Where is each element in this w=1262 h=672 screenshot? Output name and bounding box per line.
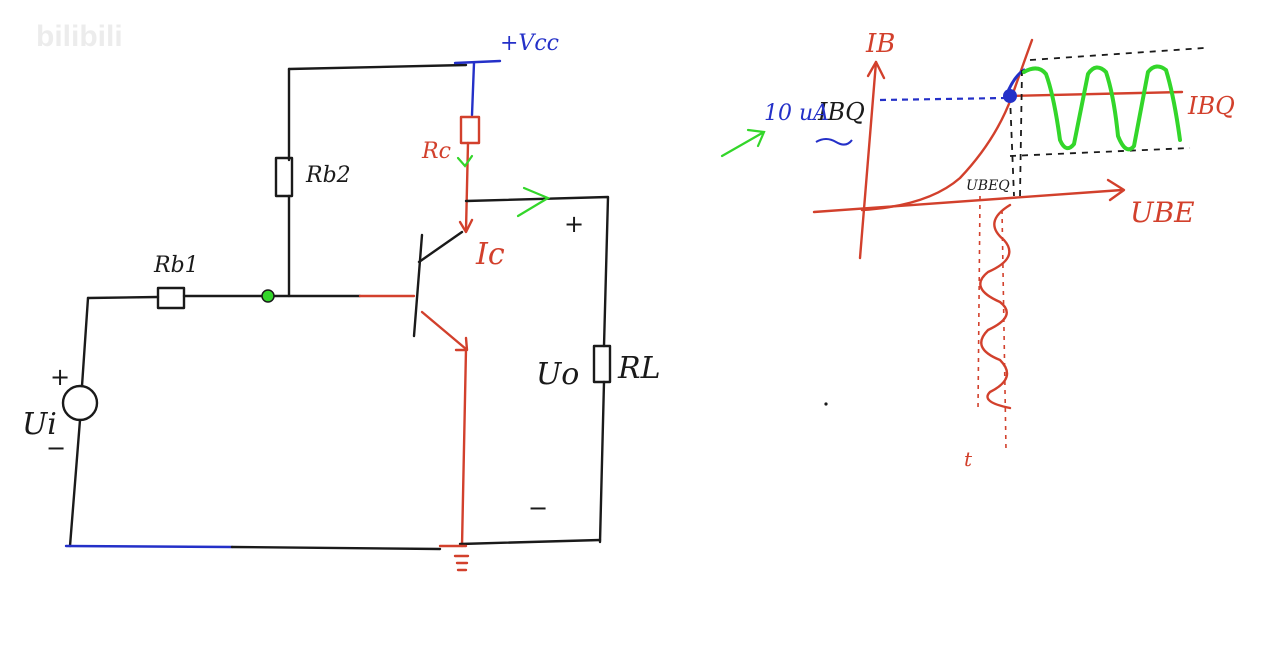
ground-symbol (438, 544, 470, 572)
ibq-dashed-line (879, 96, 1007, 102)
ube-waveform (979, 203, 1012, 410)
rb1-label: Rb1 (153, 253, 199, 278)
ube-axis-arrow (1106, 178, 1126, 202)
rl-label: RL (617, 351, 661, 386)
ic-label: Ic (475, 237, 505, 272)
rc-label: Rc (421, 139, 451, 164)
uo-label: Uo (536, 357, 579, 392)
output-wire (464, 195, 610, 544)
rc-current-mark (456, 154, 474, 168)
rc-resistor (459, 115, 481, 145)
ib-axis-arrow (866, 60, 886, 80)
transistor-base-bar (412, 233, 424, 338)
ube-min-guide (977, 195, 981, 411)
vertical-guides (1009, 69, 1023, 197)
uo-plus-sign: + (564, 210, 584, 238)
current-value-label: 10 uA (764, 101, 829, 126)
input-wire (86, 294, 362, 300)
ui-minus-sign: − (46, 434, 66, 462)
ui-plus-sign: + (50, 363, 70, 391)
ube-axis-label: UBE (1130, 196, 1195, 229)
source-wire (68, 296, 90, 548)
time-label: t (964, 447, 973, 471)
collector-wire (464, 141, 470, 232)
annotation-tilde (815, 138, 853, 146)
node-dot (261, 289, 275, 303)
top-wire (287, 63, 468, 71)
ground-wire-blue (64, 544, 234, 549)
ui-source (61, 384, 99, 422)
rb1-resistor (156, 286, 186, 310)
ibq-right-label: IBQ (1187, 92, 1235, 120)
ube-axis (812, 188, 1124, 214)
amplifier-circuit: +Vcc Rb1 Rb2 Rc Ic RL Uo Ui + − + − (22, 31, 661, 572)
rb2-resistor (274, 156, 294, 198)
transistor-collector-leg (417, 230, 464, 264)
ib-axis-label: IB (865, 29, 895, 59)
transistor-emitter-leg (420, 310, 468, 351)
emitter-wire (460, 347, 468, 548)
ib-waveform (1022, 64, 1182, 152)
vcc-rail (453, 59, 502, 117)
bilibili-watermark: bilibili (36, 20, 123, 53)
ubeq-label: UBEQ (966, 178, 1010, 194)
ui-label: Ui (22, 407, 57, 442)
ibq-right-line (1008, 90, 1184, 98)
lower-envelope (1009, 147, 1191, 157)
time-axis (1001, 209, 1007, 451)
stray-dot (824, 402, 828, 406)
annotation-arrow (720, 128, 766, 158)
upper-envelope (1029, 47, 1205, 61)
ib-axis (858, 60, 878, 260)
vcc-label: +Vcc (500, 31, 559, 56)
ground-wire (230, 538, 602, 551)
input-characteristic-graph: IB UBE IBQ IBQ UBEQ 10 uA t (720, 29, 1235, 471)
ic-arrow (458, 218, 474, 234)
rb2-label: Rb2 (305, 163, 351, 188)
q-point (1003, 89, 1017, 103)
output-mark (516, 186, 551, 218)
ibq-left-label: IBQ (817, 98, 865, 126)
uo-minus-sign: − (528, 494, 548, 522)
rl-resistor (592, 344, 612, 384)
